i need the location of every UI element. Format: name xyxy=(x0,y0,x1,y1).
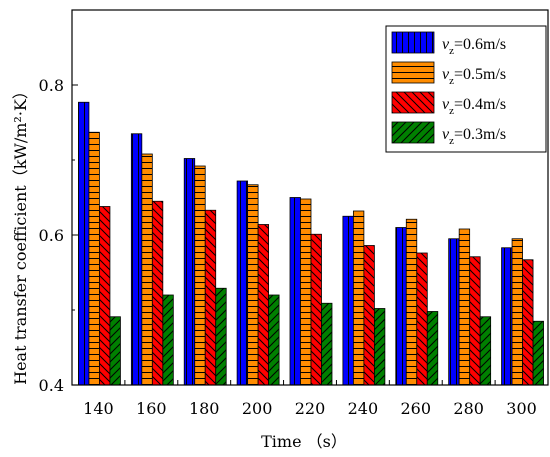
bar-220-series-1 xyxy=(289,197,301,386)
bar-160-series-2 xyxy=(141,153,153,386)
bar-140-series-4 xyxy=(109,316,121,386)
bar-220-series-4 xyxy=(321,302,333,386)
bar-300-series-3 xyxy=(522,259,534,386)
legend-label-4: vz=0.3m/s xyxy=(442,126,506,147)
x-tick-label: 280 xyxy=(453,399,484,418)
legend-label-1: vz=0.6m/s xyxy=(442,36,506,57)
x-tick-label: 180 xyxy=(189,399,220,418)
bar-200-series-4 xyxy=(268,294,280,386)
y-axis-label: Heat transfer coefficient（kW/m²·K） xyxy=(11,83,30,385)
bar-160-series-1 xyxy=(130,133,143,386)
bar-280-series-3 xyxy=(469,256,481,386)
bar-260-series-3 xyxy=(416,252,428,386)
x-tick-label: 200 xyxy=(242,399,273,418)
bar-240-series-4 xyxy=(373,308,386,386)
x-tick-label: 260 xyxy=(401,399,432,418)
axes xyxy=(71,9,549,386)
x-tick-label: 220 xyxy=(295,399,326,418)
bar-280-series-2 xyxy=(458,228,471,386)
bar-260-series-1 xyxy=(395,227,407,386)
bar-160-series-4 xyxy=(162,294,174,386)
bar-140-series-3 xyxy=(99,206,111,386)
y-tick-label: 0.8 xyxy=(39,76,64,95)
bar-200-series-1 xyxy=(236,180,249,386)
x-tick-label: 300 xyxy=(506,399,537,418)
bar-260-series-2 xyxy=(405,218,418,386)
bar-280-series-4 xyxy=(479,316,492,386)
x-tick-label: 160 xyxy=(136,399,167,418)
bar-180-series-3 xyxy=(204,209,217,386)
legend-swatch-2 xyxy=(391,61,435,84)
bar-300-series-4 xyxy=(532,320,544,386)
bar-240-series-2 xyxy=(352,210,365,386)
bar-220-series-3 xyxy=(310,233,322,386)
bar-300-series-1 xyxy=(501,247,513,386)
bar-200-series-2 xyxy=(247,184,259,386)
bar-240-series-3 xyxy=(363,245,375,386)
legend: vz=0.6m/s vz=0.5m/s vz=0.4m/s vz=0.3m/s xyxy=(385,25,547,153)
tick-labels: 0.4 0.6 0.8 140 160 180 200 220 240 260 280 300 xyxy=(39,76,537,418)
bar-200-series-3 xyxy=(257,224,270,386)
bar-140-series-1 xyxy=(78,101,90,386)
bar-280-series-1 xyxy=(448,238,460,386)
legend-swatch-3 xyxy=(391,91,435,114)
legend-label-3: vz=0.4m/s xyxy=(442,96,506,117)
x-axis-label: Time （s） xyxy=(261,432,347,451)
bar-160-series-3 xyxy=(151,200,164,386)
legend-swatch-1 xyxy=(391,31,435,54)
x-tick-label: 240 xyxy=(348,399,379,418)
bar-180-series-4 xyxy=(215,287,227,386)
bar-140-series-2 xyxy=(88,131,100,386)
y-tick-label: 0.6 xyxy=(39,226,64,245)
y-tick-label: 0.4 xyxy=(39,376,64,395)
plot-frame xyxy=(71,9,549,386)
x-tick-label: 140 xyxy=(83,399,114,418)
bar-180-series-2 xyxy=(194,165,206,386)
legend-label-2: vz=0.5m/s xyxy=(442,66,506,87)
bar-180-series-1 xyxy=(183,158,196,386)
bar-220-series-2 xyxy=(300,198,312,386)
bar-300-series-2 xyxy=(511,238,523,386)
legend-swatch-4 xyxy=(391,121,435,144)
bars xyxy=(78,101,544,386)
bar-240-series-1 xyxy=(342,215,354,386)
bar-260-series-4 xyxy=(426,311,439,386)
